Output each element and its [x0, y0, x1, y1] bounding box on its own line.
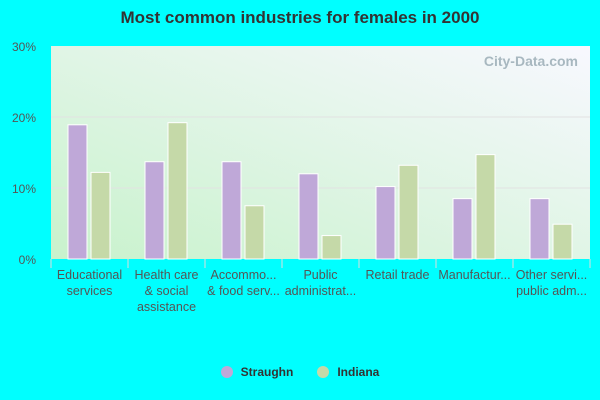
watermark: City-Data.com: [484, 53, 578, 69]
x-tick-label: Public: [303, 268, 337, 282]
bar-straughn: [298, 173, 319, 260]
bar-straughn: [221, 161, 242, 260]
bar-indiana: [475, 154, 496, 260]
x-tick-label: & food serv...: [207, 284, 280, 298]
x-tick-label: Other servi...: [516, 268, 588, 282]
bar-indiana: [90, 171, 111, 260]
x-tick-label: Health care: [135, 268, 199, 282]
bar-straughn: [67, 124, 88, 260]
bar-indiana: [321, 235, 342, 260]
legend-swatch: [317, 366, 330, 378]
legend-label: Indiana: [337, 365, 380, 379]
bar-indiana: [244, 205, 265, 260]
y-tick-label: 30%: [12, 40, 36, 54]
legend-item-indiana: Indiana: [317, 365, 379, 379]
x-tick-label: services: [67, 284, 113, 298]
bar-indiana: [552, 223, 573, 260]
x-tick-label: & social: [145, 284, 189, 298]
bar-straughn: [529, 198, 550, 260]
legend-swatch: [220, 366, 233, 378]
bar-indiana: [398, 164, 419, 260]
x-tick-label: Accommo...: [211, 268, 277, 282]
x-tick-label: public adm...: [516, 284, 587, 298]
x-tick-label: Educational: [57, 268, 122, 282]
bar-straughn: [452, 198, 473, 260]
y-tick-label: 10%: [12, 182, 36, 196]
x-tick-label: Retail trade: [366, 268, 430, 282]
x-tick-label: Manufactur...: [438, 268, 510, 282]
legend-item-straughn: Straughn: [220, 365, 294, 379]
plot-area: [51, 46, 590, 259]
bar-straughn: [144, 161, 165, 260]
legend-label: Straughn: [240, 365, 294, 379]
bar-straughn: [375, 186, 396, 260]
bar-indiana: [167, 122, 188, 260]
chart-title: Most common industries for females in 20…: [120, 8, 480, 27]
y-tick-label: 0%: [19, 253, 37, 267]
x-tick-label: administrat...: [285, 284, 357, 298]
legend: Straughn Indiana: [0, 365, 600, 379]
x-tick-label: assistance: [137, 300, 196, 314]
y-tick-label: 20%: [12, 111, 36, 125]
